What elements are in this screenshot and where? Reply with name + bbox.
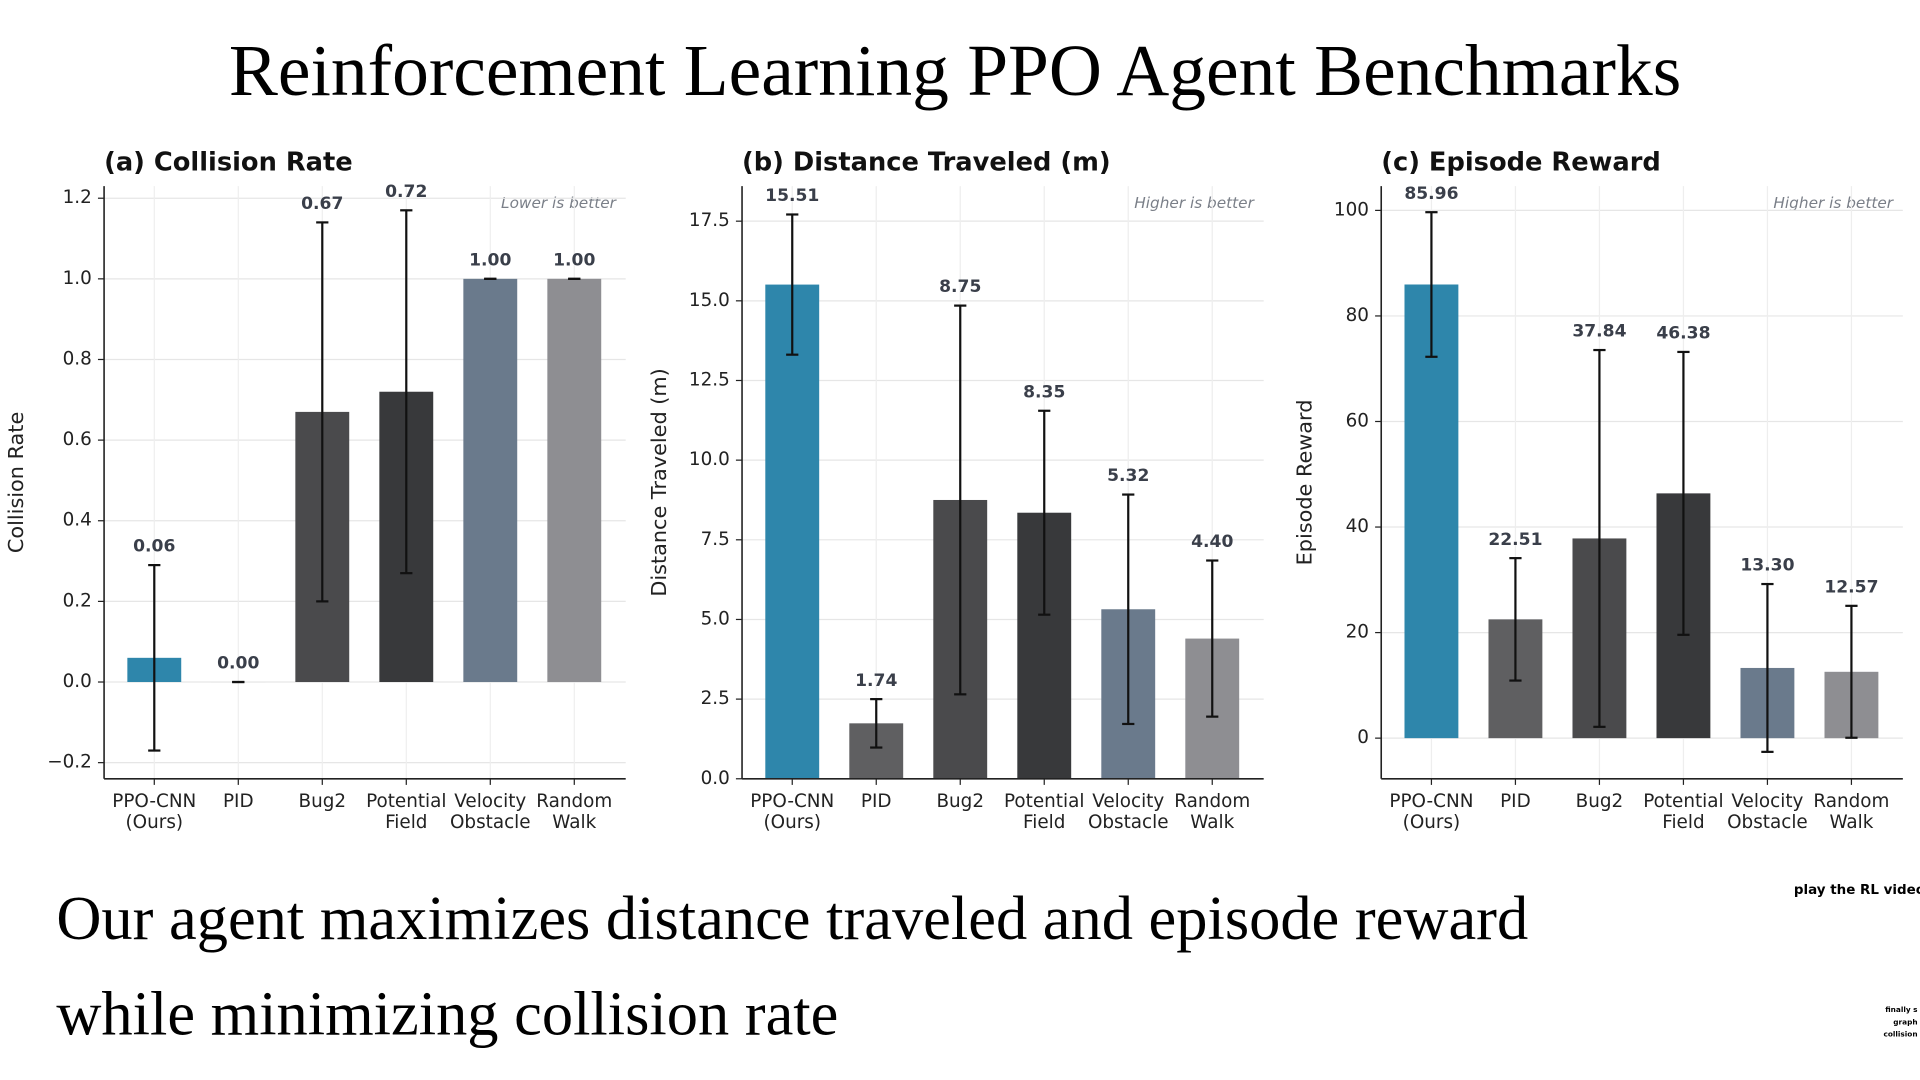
value-label: 46.38 bbox=[1656, 324, 1710, 344]
x-tick-label: Obstacle bbox=[1727, 812, 1808, 833]
y-tick-label: 1.2 bbox=[63, 187, 92, 208]
y-tick-label: 80 bbox=[1346, 305, 1369, 326]
x-tick-label: PPO-CNN bbox=[112, 791, 196, 812]
bar bbox=[463, 278, 518, 683]
y-tick-label: 5.0 bbox=[701, 608, 730, 629]
value-label: 1.00 bbox=[553, 250, 595, 270]
x-tick-label: Random bbox=[1174, 791, 1250, 812]
x-tick-label: PID bbox=[223, 791, 254, 812]
chart-title: (a) Collision Rate bbox=[104, 147, 353, 177]
x-tick-label: Potential bbox=[1643, 791, 1723, 812]
y-tick-label: 2.5 bbox=[701, 688, 730, 709]
y-tick-label: 20 bbox=[1346, 622, 1369, 643]
value-label: 85.96 bbox=[1404, 184, 1458, 204]
y-tick-label: 0.0 bbox=[63, 671, 92, 692]
x-tick-label: Potential bbox=[366, 791, 446, 812]
value-label: 0.06 bbox=[133, 537, 175, 557]
x-tick-label: Walk bbox=[1190, 812, 1234, 833]
value-label: 0.00 bbox=[217, 654, 259, 674]
x-tick-label: Velocity bbox=[454, 791, 526, 812]
y-tick-label: 12.5 bbox=[689, 369, 730, 390]
annotation: Higher is better bbox=[1134, 194, 1255, 212]
x-tick-label: Potential bbox=[1004, 791, 1084, 812]
x-tick-label: Walk bbox=[552, 812, 596, 833]
x-tick-label: Obstacle bbox=[450, 812, 531, 833]
value-label: 1.74 bbox=[855, 671, 897, 691]
x-tick-label: Obstacle bbox=[1088, 812, 1169, 833]
y-axis-label: Episode Reward bbox=[1292, 400, 1316, 566]
value-label: 0.67 bbox=[301, 194, 343, 214]
y-tick-label: 7.5 bbox=[701, 529, 730, 550]
y-tick-label: 0.0 bbox=[701, 768, 730, 789]
x-tick-label: PPO-CNN bbox=[1389, 791, 1473, 812]
side-note: play the RL video bbox=[1794, 883, 1920, 898]
chart-title: (b) Distance Traveled (m) bbox=[742, 147, 1111, 177]
y-tick-label: 100 bbox=[1334, 199, 1369, 220]
y-tick-label: −0.2 bbox=[47, 752, 92, 773]
x-tick-label: PID bbox=[1500, 791, 1531, 812]
value-label: 13.30 bbox=[1740, 556, 1794, 576]
y-tick-label: 0.6 bbox=[63, 429, 92, 450]
bar bbox=[547, 278, 602, 683]
value-label: 22.51 bbox=[1488, 530, 1542, 550]
value-label: 0.72 bbox=[385, 182, 427, 202]
value-label: 12.57 bbox=[1824, 577, 1878, 597]
x-tick-label: (Ours) bbox=[763, 812, 821, 833]
y-tick-label: 10.0 bbox=[689, 449, 730, 470]
value-label: 5.32 bbox=[1107, 466, 1149, 486]
x-tick-label: Velocity bbox=[1092, 791, 1164, 812]
x-tick-label: Field bbox=[1662, 812, 1704, 833]
tiny-note: collision bbox=[1884, 1030, 1918, 1039]
bar bbox=[1404, 284, 1459, 739]
x-tick-label: (Ours) bbox=[126, 812, 184, 833]
y-tick-label: 17.5 bbox=[689, 210, 730, 231]
bar bbox=[765, 284, 820, 779]
y-tick-label: 1.0 bbox=[63, 268, 92, 289]
y-tick-label: 0 bbox=[1357, 727, 1369, 748]
value-label: 37.84 bbox=[1572, 322, 1626, 342]
value-label: 1.00 bbox=[469, 250, 511, 270]
x-tick-label: PPO-CNN bbox=[750, 791, 834, 812]
x-tick-label: Walk bbox=[1829, 812, 1873, 833]
x-tick-label: PID bbox=[861, 791, 892, 812]
y-tick-label: 15.0 bbox=[689, 290, 730, 311]
y-tick-label: 60 bbox=[1346, 410, 1369, 431]
x-tick-label: Field bbox=[1023, 812, 1065, 833]
value-label: 4.40 bbox=[1191, 532, 1233, 552]
y-tick-label: 0.4 bbox=[63, 510, 92, 531]
value-label: 15.51 bbox=[765, 186, 819, 206]
caption-line: while minimizing collision rate bbox=[56, 978, 838, 1048]
tiny-note: graph bbox=[1893, 1017, 1917, 1026]
value-label: 8.75 bbox=[939, 277, 981, 297]
chart-title: (c) Episode Reward bbox=[1381, 147, 1661, 177]
annotation: Lower is better bbox=[501, 194, 618, 212]
x-tick-label: (Ours) bbox=[1403, 812, 1461, 833]
x-tick-label: Bug2 bbox=[298, 791, 346, 812]
caption-line: Our agent maximizes distance traveled an… bbox=[56, 883, 1528, 953]
tiny-note: finally s bbox=[1885, 1005, 1918, 1014]
x-tick-label: Random bbox=[1813, 791, 1889, 812]
y-tick-label: 0.8 bbox=[63, 348, 92, 369]
y-tick-label: 40 bbox=[1346, 516, 1369, 537]
y-axis-label: Distance Traveled (m) bbox=[647, 368, 671, 596]
x-tick-label: Velocity bbox=[1731, 791, 1803, 812]
page-title: Reinforcement Learning PPO Agent Benchma… bbox=[229, 30, 1681, 111]
y-tick-label: 0.2 bbox=[63, 590, 92, 611]
x-tick-label: Bug2 bbox=[936, 791, 984, 812]
x-tick-label: Field bbox=[385, 812, 427, 833]
value-label: 8.35 bbox=[1023, 382, 1065, 402]
x-tick-label: Random bbox=[536, 791, 612, 812]
y-axis-label: Collision Rate bbox=[4, 412, 28, 553]
x-tick-label: Bug2 bbox=[1576, 791, 1624, 812]
annotation: Higher is better bbox=[1773, 194, 1894, 212]
